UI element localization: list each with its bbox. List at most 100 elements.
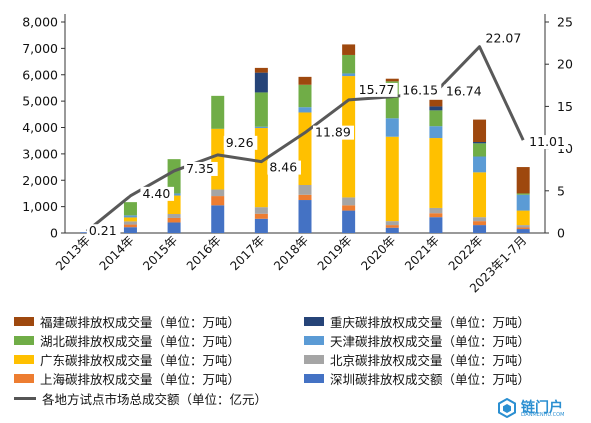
bar-segment: [429, 106, 443, 111]
bar-segment: [516, 229, 530, 233]
x-tick-label: 2020年: [358, 233, 398, 273]
bar-segment: [167, 193, 181, 196]
line-data-label: 0.21: [89, 223, 117, 238]
bar-segment: [298, 76, 312, 85]
x-tick-label: 2017年: [228, 233, 268, 273]
y-tick-label: 8,000: [22, 15, 58, 30]
bar-segment: [342, 205, 356, 211]
bar-segment: [123, 217, 137, 222]
legend-line-swatch: [14, 397, 36, 400]
bar-segment: [211, 196, 225, 206]
bar-segment: [342, 54, 356, 74]
bar-segment: [167, 222, 181, 233]
bar-segment: [298, 184, 312, 195]
bar-segment: [123, 221, 137, 225]
watermark-logo: 链门户 LIANMENHU.COM: [497, 397, 585, 419]
bar-segment: [473, 225, 487, 233]
y2-tick-label: 0: [557, 226, 565, 241]
line-data-label: 11.01: [529, 134, 565, 149]
y-tick-label: 7,000: [22, 41, 58, 56]
legend-item-total-line: 各地方试点市场总成交额（单位：亿元）: [14, 389, 267, 407]
line-label-bg: [313, 125, 354, 140]
bar-segment: [385, 227, 399, 233]
y2-tick-label: 25: [557, 15, 573, 30]
legend-label-hubei: 湖北碳排放权成交量（单位：万吨）: [40, 334, 241, 349]
y2-tick-label: 5: [557, 183, 565, 198]
bar-segment: [123, 202, 137, 216]
legend-item-shenzhen: 深圳碳排放权成交额（单位：万吨）: [304, 369, 530, 387]
y-tick-label: 3,000: [22, 146, 58, 161]
line-label-bg: [527, 135, 569, 150]
line-label-bg: [223, 135, 258, 150]
bar-segment: [429, 126, 443, 139]
legend-label-total-line: 各地方试点市场总成交额（单位：亿元）: [42, 392, 268, 407]
bar-segment: [516, 227, 530, 230]
x-tick-label: 2014年: [97, 233, 137, 273]
line-label-bg: [356, 82, 398, 97]
legend-swatch-tianjin: [304, 336, 324, 345]
bar-segment: [473, 221, 487, 226]
x-tick-label: 2021年: [402, 233, 442, 273]
bar-segment: [254, 213, 268, 219]
bar-segment: [211, 128, 225, 190]
bar-segment: [342, 210, 356, 233]
bar-segment: [385, 225, 399, 228]
watermark-chain-icon: [498, 398, 516, 418]
bar-segment: [385, 221, 399, 226]
legend-item-guangdong: 广东碳排放权成交量（单位：万吨）: [14, 350, 240, 368]
line-data-label: 22.07: [486, 31, 522, 46]
bar-segment: [429, 138, 443, 208]
bar-segment: [473, 156, 487, 173]
y-tick-label: 1,000: [22, 199, 58, 214]
bar-segment: [254, 67, 268, 73]
legend-item-tianjin: 天津碳排放权成交量（单位：万吨）: [304, 331, 530, 349]
bar-segment: [429, 213, 443, 218]
bar-segment: [167, 217, 181, 223]
line-label-bg: [86, 224, 121, 239]
line-label-bg: [140, 186, 175, 201]
line-label-bg: [267, 160, 301, 175]
bar-segment: [342, 197, 356, 206]
bar-segment: [211, 95, 225, 129]
line-label-bg: [400, 83, 442, 98]
bar-segment: [211, 205, 225, 233]
legend-swatch-chongqing: [304, 317, 324, 326]
bar-segment: [167, 159, 181, 194]
bar-segment: [254, 72, 268, 93]
legend-label-shanghai: 上海碳排放权成交量（单位：万吨）: [40, 372, 241, 387]
line-data-label: 16.15: [402, 83, 438, 98]
legend-swatch-hubei: [14, 336, 34, 345]
x-tick-label: 2013年: [53, 233, 93, 273]
line-data-label: 9.26: [226, 135, 254, 150]
x-tick-label: 2022年: [446, 233, 486, 273]
legend-item-beijing: 北京碳排放权成交量（单位：万吨）: [304, 350, 530, 368]
legend-label-shenzhen: 深圳碳排放权成交额（单位：万吨）: [330, 372, 531, 387]
bar-segment: [254, 126, 268, 129]
legend-swatch-shanghai: [14, 374, 34, 383]
bar-segment: [385, 118, 399, 137]
line-data-label: 8.46: [269, 160, 297, 175]
legend-swatch-guangdong: [14, 355, 34, 364]
legend-item-hubei: 湖北碳排放权成交量（单位：万吨）: [14, 331, 240, 349]
bar-segment: [298, 84, 312, 108]
bar-segment: [473, 217, 487, 222]
bar-segment: [473, 142, 487, 144]
legend-label-tianjin: 天津碳排放权成交量（单位：万吨）: [330, 334, 531, 349]
legend-swatch-shenzhen: [304, 374, 324, 383]
bar-segment: [516, 225, 530, 228]
bar-segment: [123, 224, 137, 228]
legend-item-fujian: 福建碳排放权成交量（单位：万吨）: [14, 312, 240, 330]
bar-segment: [385, 136, 399, 222]
legend-label-fujian: 福建碳排放权成交量（单位：万吨）: [40, 315, 241, 330]
bar-segment: [254, 92, 268, 127]
x-tick-label: 2019年: [315, 233, 355, 273]
legend-item-chongqing: 重庆碳排放权成交量（单位：万吨）: [304, 312, 530, 330]
line-data-label: 16.74: [446, 84, 482, 99]
bar-segment: [516, 193, 530, 195]
bar-segment: [429, 207, 443, 214]
bar-segment: [298, 107, 312, 113]
bar-segment: [298, 194, 312, 201]
bar-segment: [516, 210, 530, 226]
y-tick-label: 5,000: [22, 94, 58, 109]
